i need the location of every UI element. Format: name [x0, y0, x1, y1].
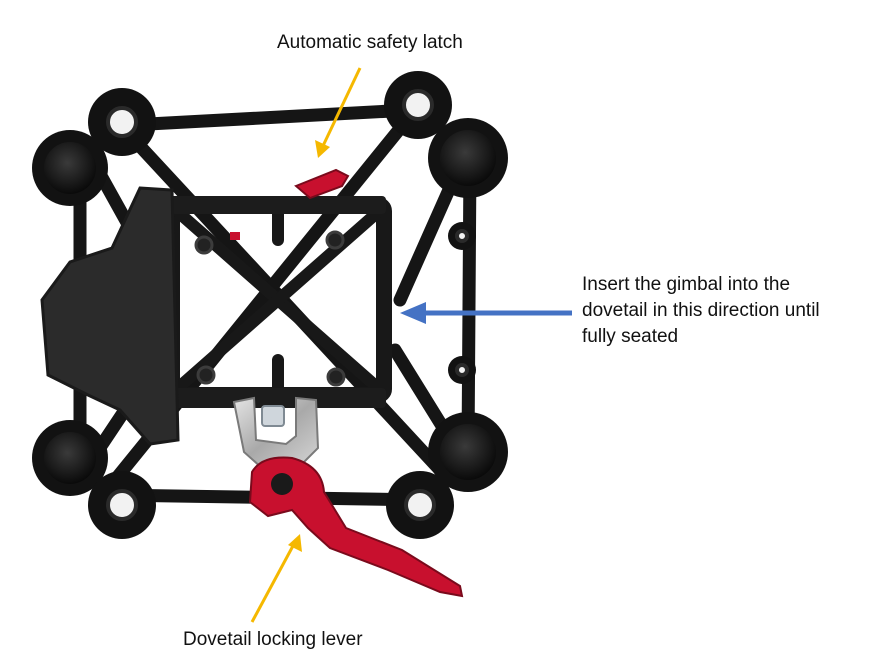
locking-lever-label: Dovetail locking lever	[183, 629, 363, 650]
lever-arrow	[250, 534, 302, 623]
bolt-head	[261, 405, 285, 427]
insert-direction-arrow	[400, 302, 572, 324]
center-plate	[164, 196, 392, 408]
safety-latch-part	[294, 168, 350, 200]
mount-bracket	[32, 71, 508, 539]
latch-detail	[230, 232, 240, 240]
locking-lever-part	[248, 456, 464, 598]
side-clamp-block	[40, 186, 180, 446]
latch-arrow	[315, 67, 362, 158]
safety-latch-label: Automatic safety latch	[277, 32, 463, 53]
screw-holes	[106, 89, 469, 521]
insert-direction-label: Insert the gimbal into the dovetail in t…	[582, 274, 820, 347]
damper-pads	[44, 130, 496, 484]
lever-pivot	[271, 473, 293, 495]
